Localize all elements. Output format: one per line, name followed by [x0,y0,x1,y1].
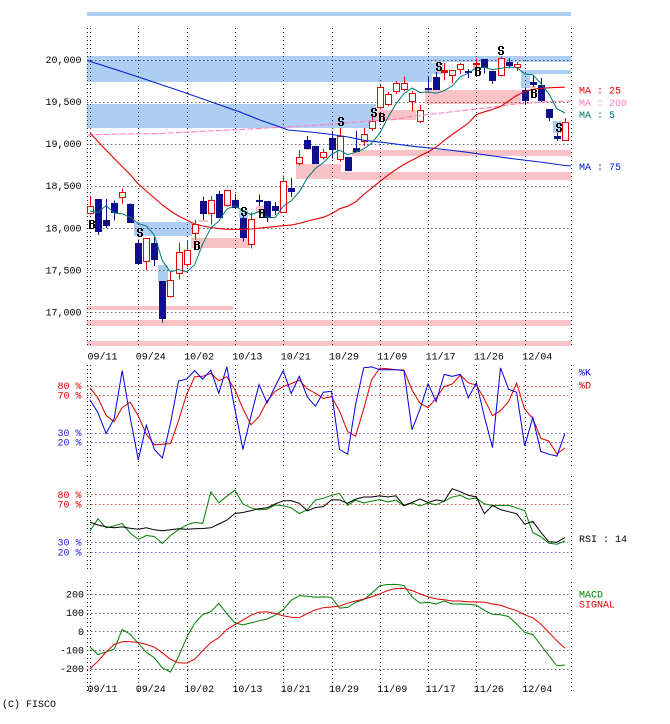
svg-text:17,000: 17,000 [45,309,81,320]
svg-text:10/02: 10/02 [184,352,214,364]
svg-text:MA : 25: MA : 25 [579,87,621,98]
svg-text:30 %: 30 % [57,429,81,440]
svg-text:10/02: 10/02 [184,684,214,696]
svg-text:10/29: 10/29 [329,352,359,364]
svg-text:19,000: 19,000 [45,140,81,151]
svg-text:10/21: 10/21 [281,684,311,696]
svg-text:11/09: 11/09 [377,684,407,696]
svg-text:19,500: 19,500 [45,98,81,109]
svg-text:11/09: 11/09 [377,352,407,364]
svg-text:11/26: 11/26 [474,684,504,696]
svg-text:11/26: 11/26 [474,352,504,364]
svg-text:09/24: 09/24 [136,352,166,364]
svg-text:18,500: 18,500 [45,182,81,193]
svg-text:17,500: 17,500 [45,266,81,277]
svg-text:12/04: 12/04 [522,352,552,364]
svg-text:RSI : 14: RSI : 14 [579,535,627,546]
svg-text:(C) FISCO: (C) FISCO [2,699,56,711]
svg-text:200: 200 [66,590,84,601]
svg-text:80 %: 80 % [57,491,81,502]
svg-text:10/21: 10/21 [281,352,311,364]
svg-text:SIGNAL: SIGNAL [579,601,615,612]
svg-text:%D: %D [579,382,591,393]
svg-text:0: 0 [78,628,84,639]
svg-text:%K: %K [579,369,591,380]
svg-text:10/13: 10/13 [232,684,262,696]
svg-text:100: 100 [66,609,84,620]
svg-text:09/11: 09/11 [88,352,118,364]
svg-text:MA : 5: MA : 5 [579,111,615,122]
svg-text:30 %: 30 % [57,539,81,550]
svg-text:12/04: 12/04 [522,684,552,696]
svg-text:80 %: 80 % [57,382,81,393]
svg-text:20,000: 20,000 [45,56,81,67]
svg-text:20 %: 20 % [57,439,81,450]
svg-text:-200: -200 [60,665,84,676]
svg-text:11/17: 11/17 [426,684,456,696]
svg-text:09/24: 09/24 [136,684,166,696]
svg-text:MA : 200: MA : 200 [579,99,627,110]
svg-text:70 %: 70 % [57,500,81,511]
svg-text:11/17: 11/17 [426,352,456,364]
svg-text:MA : 75: MA : 75 [579,163,621,174]
svg-text:-100: -100 [60,647,84,658]
svg-text:10/13: 10/13 [232,352,262,364]
svg-text:18,000: 18,000 [45,224,81,235]
svg-text:MACD: MACD [579,591,603,602]
svg-text:09/11: 09/11 [88,684,118,696]
svg-text:70 %: 70 % [57,392,81,403]
svg-text:10/29: 10/29 [329,684,359,696]
svg-text:20 %: 20 % [57,548,81,559]
